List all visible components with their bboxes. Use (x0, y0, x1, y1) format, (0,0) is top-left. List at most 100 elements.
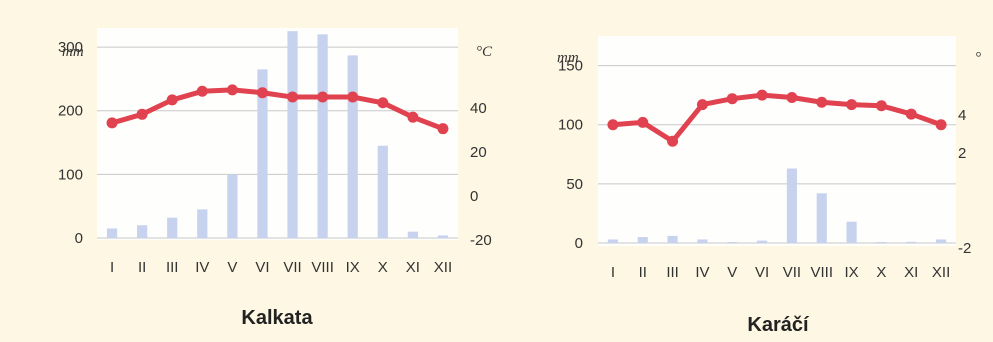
x-tick-label: VII (283, 259, 301, 276)
bar (197, 209, 208, 238)
line-point (696, 99, 708, 111)
x-tick-label: II (639, 264, 647, 281)
line-point (875, 100, 887, 112)
bar (906, 241, 917, 243)
x-tick-label: XI (904, 264, 918, 281)
y-left-tick-label: 0 (75, 230, 83, 247)
x-tick-label: IX (346, 259, 360, 276)
x-tick-label: VI (755, 264, 769, 281)
line-point (816, 96, 828, 108)
x-tick-label: VI (255, 259, 269, 276)
x-axis: I II III IV V VI VII VIII IX X XI XII (110, 259, 452, 276)
line-point (637, 116, 649, 128)
line-point (256, 87, 268, 99)
y-right-tick-label: 20 (470, 144, 487, 161)
x-tick-label: III (166, 259, 179, 276)
bar (697, 239, 708, 243)
x-tick-label: VIII (810, 264, 833, 281)
line-point (287, 91, 299, 103)
y-left-tick-label: 0 (575, 235, 583, 252)
y-axis-right: -20 0 20 40 (470, 100, 492, 249)
bar-series (607, 168, 947, 243)
bar (607, 239, 618, 243)
y-left-tick-label: 100 (558, 117, 583, 134)
bar (167, 217, 178, 238)
x-tick-label: III (666, 264, 679, 281)
bar (936, 239, 947, 243)
x-tick-label: II (138, 259, 146, 276)
y-right-tick-label: -2 (958, 240, 971, 257)
bar (816, 193, 827, 243)
bar (437, 235, 449, 238)
y-left-tick-label: 100 (58, 166, 83, 183)
line-point (607, 119, 619, 131)
line-point (437, 123, 449, 135)
bar (846, 221, 857, 243)
x-tick-label: XI (406, 259, 420, 276)
x-tick-label: IV (695, 264, 709, 281)
y-right-tick-label: -20 (470, 232, 492, 249)
bar (287, 31, 298, 238)
y-right-tick-label: 2 (958, 145, 966, 162)
line-point (106, 117, 118, 129)
line-point (846, 99, 858, 111)
line-point (786, 92, 798, 104)
y-right-tick-label: 4 (958, 107, 966, 124)
y-left-tick-label: 300 (58, 39, 83, 56)
y-right-tick-label: 0 (470, 188, 478, 205)
x-tick-label: XII (434, 259, 452, 276)
bar (786, 168, 797, 243)
bar (317, 34, 328, 239)
bar (257, 69, 268, 238)
chart-title: Kalkata (241, 307, 313, 329)
line-point (317, 91, 329, 103)
y-axis-right: -2 2 4 (958, 107, 971, 257)
y-left-tick-label: 50 (566, 176, 583, 193)
x-tick-label: IX (844, 264, 858, 281)
y-axis-left: 0 100 200 300 (58, 39, 83, 247)
bar (347, 55, 358, 239)
line-point (226, 84, 238, 96)
line-point (347, 91, 359, 103)
x-tick-label: I (110, 259, 114, 276)
line-point (377, 97, 389, 109)
bar (757, 240, 768, 243)
grid (598, 65, 956, 244)
bar (227, 174, 238, 238)
line-point (726, 93, 738, 105)
x-tick-label: X (378, 259, 388, 276)
bar (667, 235, 678, 243)
bar-series (106, 31, 449, 239)
y-right-unit: °C (476, 44, 493, 60)
chart-title: Karáčí (747, 314, 810, 336)
y-left-tick-label: 200 (58, 103, 83, 120)
y-left-unit: mm (62, 44, 84, 60)
bar (137, 225, 148, 238)
x-tick-label: VII (783, 264, 801, 281)
x-tick-label: V (227, 259, 237, 276)
bar (106, 228, 118, 238)
line-point (166, 94, 178, 106)
x-tick-label: XII (932, 264, 950, 281)
x-tick-label: IV (195, 259, 209, 276)
plot-area (598, 36, 956, 246)
line-point (756, 89, 768, 101)
bar (876, 242, 887, 243)
y-right-tick-label: 40 (470, 100, 487, 117)
line-series (106, 84, 449, 135)
x-tick-label: I (611, 264, 615, 281)
line-point (136, 108, 148, 120)
line-point (407, 111, 419, 123)
bar (727, 242, 738, 243)
x-tick-label: V (727, 264, 737, 281)
line-point (667, 135, 679, 147)
bar (377, 145, 388, 238)
temperature-line (109, 87, 446, 132)
y-right-unit: ° (975, 50, 981, 66)
line-series (607, 89, 947, 147)
y-axis-left: 0 50 100 150 (558, 58, 583, 252)
y-left-tick-label: 150 (558, 58, 583, 75)
